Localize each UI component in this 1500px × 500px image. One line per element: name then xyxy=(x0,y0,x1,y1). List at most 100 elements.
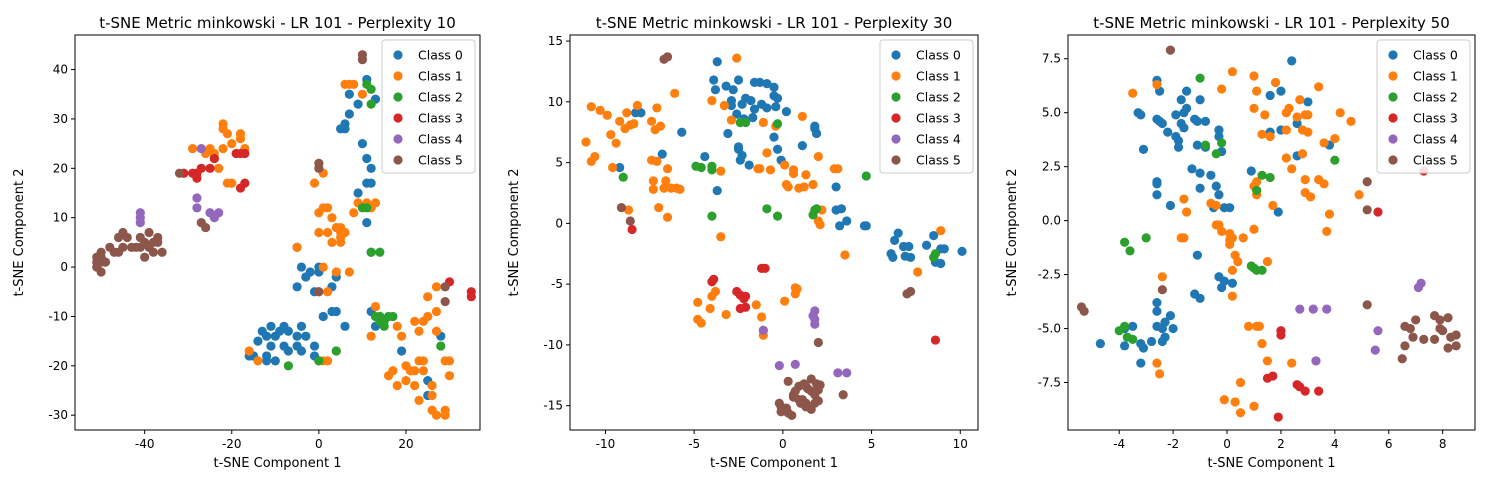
point-class-5 xyxy=(157,247,167,257)
point-class-1 xyxy=(648,184,658,194)
point-class-4 xyxy=(810,319,820,329)
point-class-0 xyxy=(1246,166,1256,176)
y-tick-label: 10 xyxy=(53,211,68,225)
point-class-0 xyxy=(1273,207,1283,217)
point-class-1 xyxy=(794,183,804,193)
point-class-0 xyxy=(1152,177,1162,187)
point-class-0 xyxy=(340,321,350,331)
point-class-0 xyxy=(1227,278,1238,288)
point-class-0 xyxy=(769,132,779,142)
point-class-0 xyxy=(1192,250,1202,260)
point-class-0 xyxy=(732,109,742,119)
y-tick-label: -5.0 xyxy=(1038,322,1061,336)
point-class-2 xyxy=(1141,233,1151,243)
point-class-1 xyxy=(392,380,402,391)
point-class-1 xyxy=(253,356,263,366)
y-tick-label: 0.0 xyxy=(1042,214,1061,228)
legend-label-class-0: Class 0 xyxy=(916,48,961,63)
point-class-1 xyxy=(755,164,765,174)
point-class-1 xyxy=(675,184,685,194)
point-class-1 xyxy=(840,250,850,260)
point-class-5 xyxy=(196,218,206,228)
point-class-0 xyxy=(292,282,302,292)
point-class-1 xyxy=(418,316,428,326)
point-class-1 xyxy=(1305,192,1316,202)
point-class-0 xyxy=(769,82,779,92)
legend-marker-class-3 xyxy=(393,113,403,123)
point-class-1 xyxy=(693,297,703,307)
legend-marker-class-2 xyxy=(1388,92,1398,102)
legend-label-class-4: Class 4 xyxy=(916,132,961,147)
point-class-0 xyxy=(831,182,841,192)
point-class-0 xyxy=(1181,86,1192,96)
point-class-1 xyxy=(1319,179,1329,189)
point-class-5 xyxy=(314,287,324,297)
legend-marker-class-2 xyxy=(891,92,901,102)
point-class-5 xyxy=(153,237,163,247)
point-class-5 xyxy=(796,398,806,408)
point-class-5 xyxy=(1451,330,1461,340)
point-class-0 xyxy=(1265,90,1275,101)
point-class-4 xyxy=(1308,304,1318,314)
point-class-0 xyxy=(905,252,916,263)
point-class-0 xyxy=(296,321,307,331)
point-class-1 xyxy=(344,267,354,277)
point-class-0 xyxy=(1200,116,1211,126)
point-class-3 xyxy=(930,335,941,345)
legend-label-class-4: Class 4 xyxy=(418,132,463,147)
point-class-0 xyxy=(893,228,903,238)
point-class-0 xyxy=(748,113,758,123)
y-tick-label: 40 xyxy=(53,63,68,77)
point-class-0 xyxy=(1157,336,1167,347)
point-class-1 xyxy=(1292,112,1302,122)
point-class-2 xyxy=(762,204,772,214)
point-class-0 xyxy=(301,331,311,341)
axes-frame xyxy=(1067,34,1476,431)
point-class-1 xyxy=(318,262,328,272)
point-class-4 xyxy=(196,143,206,154)
point-class-0 xyxy=(700,151,710,162)
point-class-2 xyxy=(1265,172,1275,183)
x-axis-label: t-SNE Component 1 xyxy=(710,456,838,471)
legend-marker-class-2 xyxy=(393,92,403,102)
point-class-0 xyxy=(1136,358,1146,368)
y-tick-label: 5.0 xyxy=(1042,106,1061,120)
point-class-0 xyxy=(1095,339,1105,349)
point-class-1 xyxy=(632,100,643,111)
point-class-2 xyxy=(366,99,376,109)
point-class-0 xyxy=(344,89,354,99)
x-tick-label: 8 xyxy=(1439,437,1447,451)
point-class-0 xyxy=(270,356,280,366)
point-class-1 xyxy=(1230,397,1240,407)
point-class-0 xyxy=(811,128,822,139)
point-class-5 xyxy=(135,242,145,252)
x-axis-label: t-SNE Component 1 xyxy=(1208,456,1336,471)
point-class-1 xyxy=(586,156,596,166)
point-class-0 xyxy=(1152,190,1162,200)
point-class-1 xyxy=(1297,149,1308,159)
point-class-2 xyxy=(314,356,324,366)
point-class-0 xyxy=(327,306,337,317)
y-tick-label: -2.5 xyxy=(1038,268,1061,282)
chart-title: t-SNE Metric minkowski - LR 101 - Perple… xyxy=(596,14,953,32)
point-class-1 xyxy=(1155,369,1165,379)
point-class-0 xyxy=(1187,164,1197,174)
point-class-2 xyxy=(331,346,341,356)
point-class-0 xyxy=(861,221,871,231)
point-class-1 xyxy=(414,395,424,405)
point-class-1 xyxy=(1179,194,1189,204)
point-class-5 xyxy=(662,52,673,62)
point-class-0 xyxy=(1163,127,1173,137)
point-class-0 xyxy=(1217,282,1227,293)
point-class-2 xyxy=(375,247,385,257)
point-class-0 xyxy=(362,218,372,228)
point-class-2 xyxy=(388,311,398,322)
point-class-0 xyxy=(1192,116,1202,126)
x-tick-label: -10 xyxy=(596,437,616,451)
point-class-3 xyxy=(627,224,637,235)
point-class-0 xyxy=(737,99,747,109)
point-class-5 xyxy=(1362,300,1372,310)
point-class-1 xyxy=(244,346,254,356)
point-class-1 xyxy=(1335,108,1345,118)
point-class-2 xyxy=(696,162,706,173)
